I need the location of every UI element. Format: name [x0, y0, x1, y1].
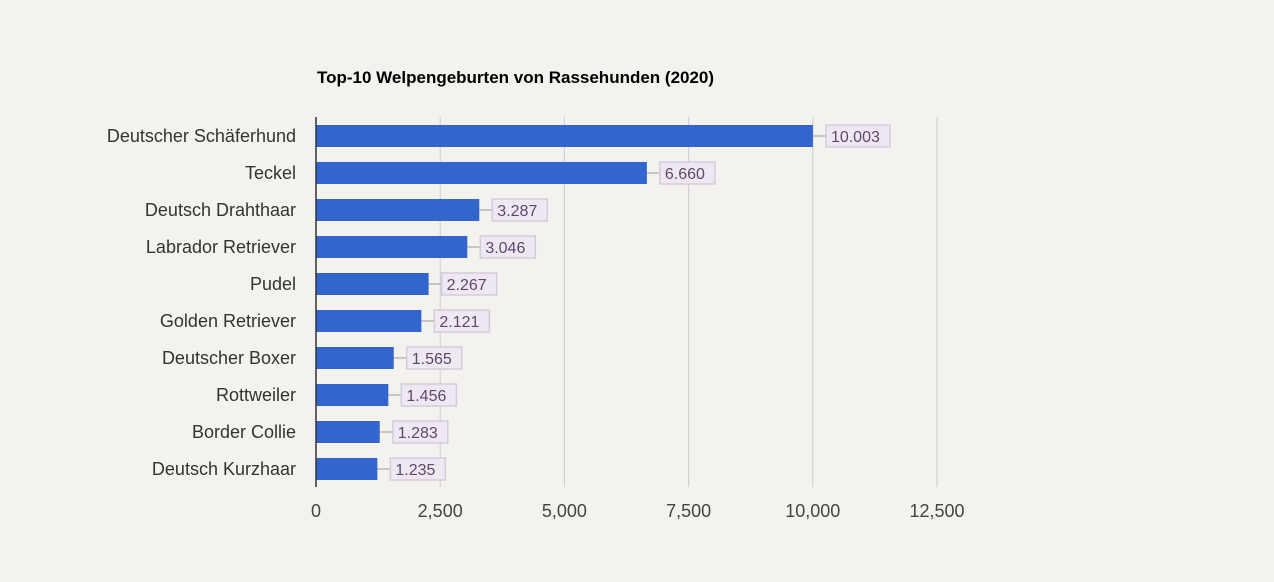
- data-label-box: [659, 161, 716, 185]
- data-label-box: [405, 346, 463, 370]
- x-tick-label: 7,500: [666, 501, 711, 521]
- category-label: Pudel: [250, 274, 296, 294]
- x-tick-label: 10,000: [785, 501, 840, 521]
- data-label: 1.565: [412, 351, 452, 368]
- category-label: Deutscher Boxer: [162, 348, 296, 368]
- data-label-box: [433, 309, 491, 333]
- x-tick-label: 5,000: [542, 501, 587, 521]
- bar: [316, 199, 480, 221]
- bar: [316, 384, 389, 406]
- category-label: Deutsch Drahthaar: [145, 200, 296, 220]
- category-label: Deutsch Kurzhaar: [152, 459, 296, 479]
- category-label: Labrador Retriever: [146, 237, 296, 257]
- data-label-box: [400, 383, 458, 407]
- bar: [316, 125, 813, 147]
- data-label: 1.456: [406, 388, 446, 405]
- data-label-box: [389, 457, 447, 481]
- data-label-box: [479, 235, 537, 259]
- bar: [316, 273, 429, 295]
- bar: [316, 458, 378, 480]
- bar: [316, 421, 380, 443]
- data-label: 6.660: [665, 166, 705, 183]
- data-label-box: [825, 124, 891, 148]
- bar: [316, 347, 394, 369]
- data-label-box: [491, 198, 549, 222]
- x-tick-label: 12,500: [909, 501, 964, 521]
- data-label: 1.235: [395, 462, 435, 479]
- bar: [316, 310, 422, 332]
- category-label: Golden Retriever: [160, 311, 296, 331]
- x-tick-label: 2,500: [418, 501, 463, 521]
- data-label: 1.283: [398, 425, 438, 442]
- x-tick-label: 0: [311, 501, 321, 521]
- data-label: 2.121: [439, 314, 479, 331]
- data-label-box: [391, 420, 449, 444]
- category-label: Teckel: [245, 163, 296, 183]
- category-label: Rottweiler: [216, 385, 296, 405]
- data-label: 10.003: [831, 129, 880, 146]
- data-label: 3.046: [485, 240, 525, 257]
- data-label-box: [440, 272, 498, 296]
- category-label: Border Collie: [192, 422, 296, 442]
- chart-title: Top-10 Welpengeburten von Rassehunden (2…: [317, 68, 714, 87]
- bar: [316, 162, 647, 184]
- data-label: 2.267: [447, 277, 487, 294]
- bar: [316, 236, 468, 258]
- data-label: 3.287: [497, 203, 537, 220]
- category-label: Deutscher Schäferhund: [107, 126, 296, 146]
